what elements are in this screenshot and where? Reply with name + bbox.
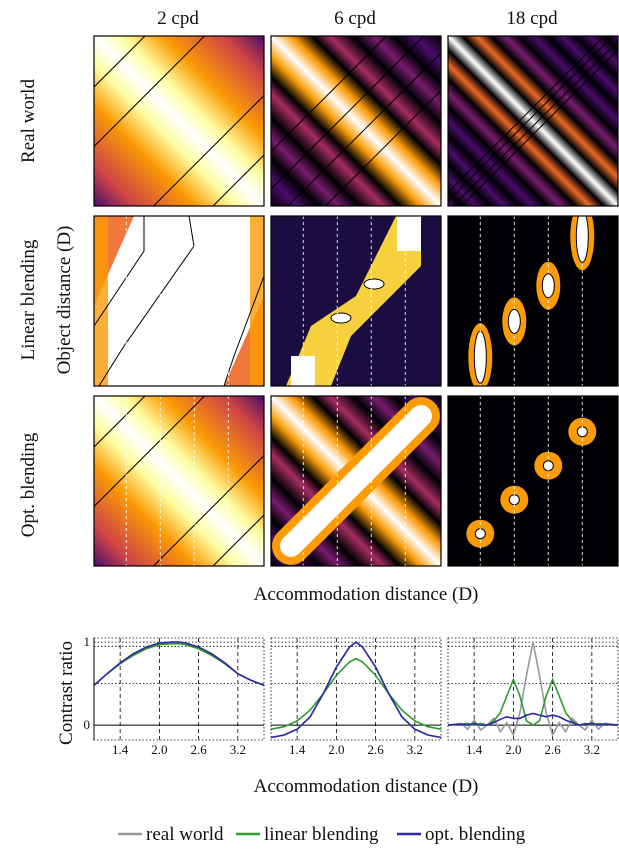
legend-label: opt. blending xyxy=(425,824,526,845)
heatmap-0-2 xyxy=(447,35,619,207)
x-tick-label: 3.2 xyxy=(230,742,246,757)
row-title-linear-blending: Linear blending xyxy=(18,239,39,360)
heatmap-1-0 xyxy=(93,215,265,387)
x-tick-label: 3.2 xyxy=(584,742,600,757)
heatmap-2-0 xyxy=(93,395,265,567)
legend-item: opt. blending xyxy=(397,824,526,845)
heatmap-1-1 xyxy=(270,215,442,387)
series-line-opt-blending xyxy=(93,641,265,687)
x-tick-label: 2.6 xyxy=(544,742,561,757)
row-title-opt-blending: Opt. blending xyxy=(18,432,39,537)
x-tick-label: 2.0 xyxy=(505,742,521,757)
legend-item: real world xyxy=(118,824,224,845)
legend-label: real world xyxy=(146,824,224,845)
x-tick-label: 2.6 xyxy=(190,742,207,757)
x-tick-label: 1.4 xyxy=(112,742,129,757)
heatmap-2-1 xyxy=(270,395,442,567)
lineplot-y-axis-label: Contrast ratio xyxy=(56,641,77,745)
series-line-real-world xyxy=(447,641,619,738)
legend: real world linear blending opt. blending xyxy=(118,824,526,845)
heatmap-1-2 xyxy=(447,215,619,387)
column-title-18cpd: 18 cpd xyxy=(506,8,558,29)
lineplot-panel-1: 1.4 2.0 2.6 3.2 xyxy=(270,637,442,757)
x-tick-label: 2.0 xyxy=(151,742,167,757)
column-title-2cpd: 2 cpd xyxy=(157,8,199,29)
series-line-opt-blending xyxy=(270,641,442,739)
legend-item: linear blending xyxy=(236,824,379,845)
heatmap-y-axis-label: Object distance (D) xyxy=(54,226,75,375)
lineplot-panel-0: 1.4 2.0 2.6 3.2 xyxy=(93,637,265,757)
legend-label: linear blending xyxy=(264,824,379,845)
x-tick-label: 2.0 xyxy=(328,742,344,757)
column-title-6cpd: 6 cpd xyxy=(334,8,376,29)
heatmap-x-axis-label: Accommodation distance (D) xyxy=(254,584,479,605)
x-tick-label: 1.4 xyxy=(466,742,483,757)
heatmap-2-2 xyxy=(447,395,619,567)
contrast-line-plots: 1.4 2.0 2.6 3.2 1.4 2.0 2.6 3.2 1.4 2.0 2.6 3.2 0 1 xyxy=(84,634,619,757)
series-line-linear-blending xyxy=(270,657,442,730)
y-tick-label: 1 xyxy=(84,634,91,649)
x-tick-label: 2.6 xyxy=(367,742,384,757)
row-title-real-world: Real world xyxy=(18,79,39,163)
x-tick-label: 1.4 xyxy=(289,742,306,757)
lineplot-panel-2: 1.4 2.0 2.6 3.2 xyxy=(447,637,619,757)
lineplot-x-axis-label: Accommodation distance (D) xyxy=(254,776,479,797)
heatmap-0-0 xyxy=(93,35,265,207)
heatmap-grid xyxy=(93,35,619,567)
y-tick-label: 0 xyxy=(84,717,91,732)
heatmap-0-1 xyxy=(270,35,442,207)
series-line-opt-blending xyxy=(447,712,619,726)
x-tick-label: 3.2 xyxy=(407,742,423,757)
